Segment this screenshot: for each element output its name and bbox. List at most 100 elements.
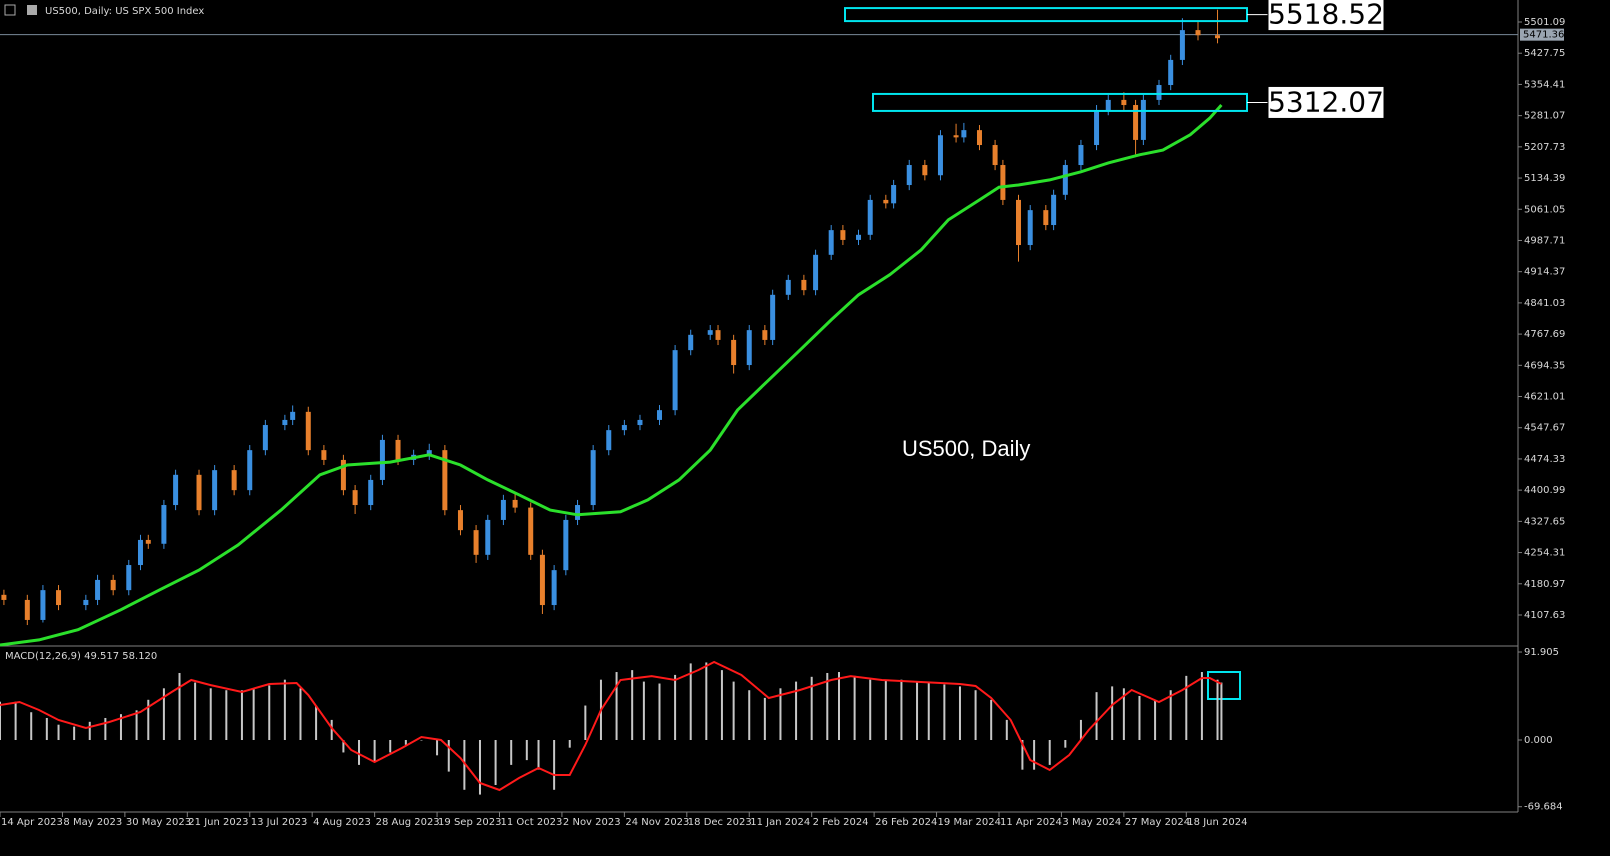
candle-body xyxy=(352,490,358,506)
y-tick-label: 4841.03 xyxy=(1524,298,1565,309)
candle-body xyxy=(247,450,253,491)
candle-body xyxy=(551,570,557,606)
histogram-bar xyxy=(674,674,677,741)
histogram-bar xyxy=(900,679,903,741)
y-tick-label: 91.905 xyxy=(1524,647,1559,658)
histogram-bar xyxy=(553,740,556,790)
candle-body xyxy=(212,470,218,511)
candle-body xyxy=(922,165,928,176)
icon xyxy=(27,5,37,15)
candle-body xyxy=(637,419,643,426)
histogram-bar xyxy=(1154,699,1157,741)
histogram-bar xyxy=(14,701,17,741)
x-tick-label: 13 Jul 2023 xyxy=(251,817,308,828)
y-tick-label: 4914.37 xyxy=(1524,267,1565,278)
histogram-bar xyxy=(240,690,243,741)
histogram-bar xyxy=(463,740,466,790)
histogram-bar xyxy=(57,724,60,741)
candle-body xyxy=(83,599,89,606)
histogram-bar xyxy=(209,688,212,741)
x-tick-label: 11 Oct 2023 xyxy=(500,817,562,828)
histogram-bar xyxy=(568,740,571,748)
histogram-bar xyxy=(1169,690,1172,741)
y-tick-label: 0.000 xyxy=(1524,735,1553,746)
highlight-box xyxy=(1207,671,1241,700)
signal-line xyxy=(0,660,1222,792)
histogram-bar xyxy=(763,697,766,741)
y-tick-label: 4767.69 xyxy=(1524,329,1565,340)
candle-body xyxy=(321,450,327,460)
histogram-bar xyxy=(1095,692,1098,741)
candle-body xyxy=(1062,165,1068,195)
histogram-bar xyxy=(119,714,122,741)
candle-body xyxy=(539,554,545,606)
histogram-bar xyxy=(537,740,540,770)
histogram-bar xyxy=(373,740,376,763)
x-tick-label: 26 Feb 2024 xyxy=(875,817,937,828)
x-tick-label: 3 May 2024 xyxy=(1062,817,1121,828)
histogram-bar xyxy=(525,740,528,761)
histogram-bar xyxy=(631,670,634,741)
candle-body xyxy=(840,230,846,240)
candle-body xyxy=(992,145,998,166)
x-tick-label: 30 May 2023 xyxy=(126,817,191,828)
candle-body xyxy=(828,230,834,255)
watermark: US500, Daily xyxy=(902,436,1030,461)
candle-body xyxy=(867,199,873,235)
histogram-bar xyxy=(494,740,497,786)
x-tick-label: 21 Jun 2023 xyxy=(188,817,248,828)
candle-body xyxy=(1121,99,1127,106)
candle-body xyxy=(715,330,721,340)
candle-body xyxy=(563,519,569,571)
histogram-bar xyxy=(88,721,91,741)
y-tick-label: 5281.07 xyxy=(1524,111,1565,122)
candle-body xyxy=(282,419,288,426)
histogram-bar xyxy=(283,679,286,741)
candle-body xyxy=(442,450,448,511)
candle-body xyxy=(1133,105,1139,140)
histogram-bar xyxy=(299,688,302,741)
y-tick-label: 5354.41 xyxy=(1524,79,1565,90)
candle-body xyxy=(656,410,662,420)
candle-body xyxy=(1051,194,1057,226)
histogram-bar xyxy=(1220,682,1223,741)
histogram-bar xyxy=(1216,679,1219,741)
histogram-bar xyxy=(826,672,829,741)
histogram-bar xyxy=(194,682,197,741)
candle-body xyxy=(473,530,479,555)
histogram-bar xyxy=(404,740,407,745)
histogram-bar xyxy=(705,662,708,741)
candle-body xyxy=(1,594,7,600)
histogram-bar xyxy=(916,681,919,741)
candle-body xyxy=(770,294,776,340)
histogram-bar xyxy=(1021,740,1024,770)
candle-body xyxy=(379,439,385,480)
histogram-bar xyxy=(1033,740,1036,770)
histogram-bar xyxy=(1064,740,1067,748)
y-tick-label: 4474.33 xyxy=(1524,454,1565,465)
level-label-box xyxy=(1267,85,1385,119)
candle-body xyxy=(231,470,237,491)
candle-body xyxy=(883,199,889,204)
histogram-bar xyxy=(1005,719,1008,741)
histogram-bar xyxy=(642,681,645,741)
histogram-bar xyxy=(358,740,361,765)
histogram-bar xyxy=(658,683,661,741)
histogram-bar xyxy=(869,679,872,741)
x-tick-label: 11 Jan 2024 xyxy=(750,817,810,828)
histogram-bar xyxy=(884,679,887,741)
candle-body xyxy=(1078,145,1084,166)
histogram-bar xyxy=(178,672,181,741)
candle-body xyxy=(24,599,30,620)
candle-body xyxy=(746,330,752,366)
candle-body xyxy=(368,479,374,506)
x-tick-label: 27 May 2024 xyxy=(1125,817,1190,828)
candle-body xyxy=(110,579,116,591)
candle-body xyxy=(56,590,62,606)
histogram-bar xyxy=(45,717,48,741)
candle-body xyxy=(340,459,346,491)
histogram-bar xyxy=(795,681,798,741)
histogram-bar xyxy=(73,726,76,741)
